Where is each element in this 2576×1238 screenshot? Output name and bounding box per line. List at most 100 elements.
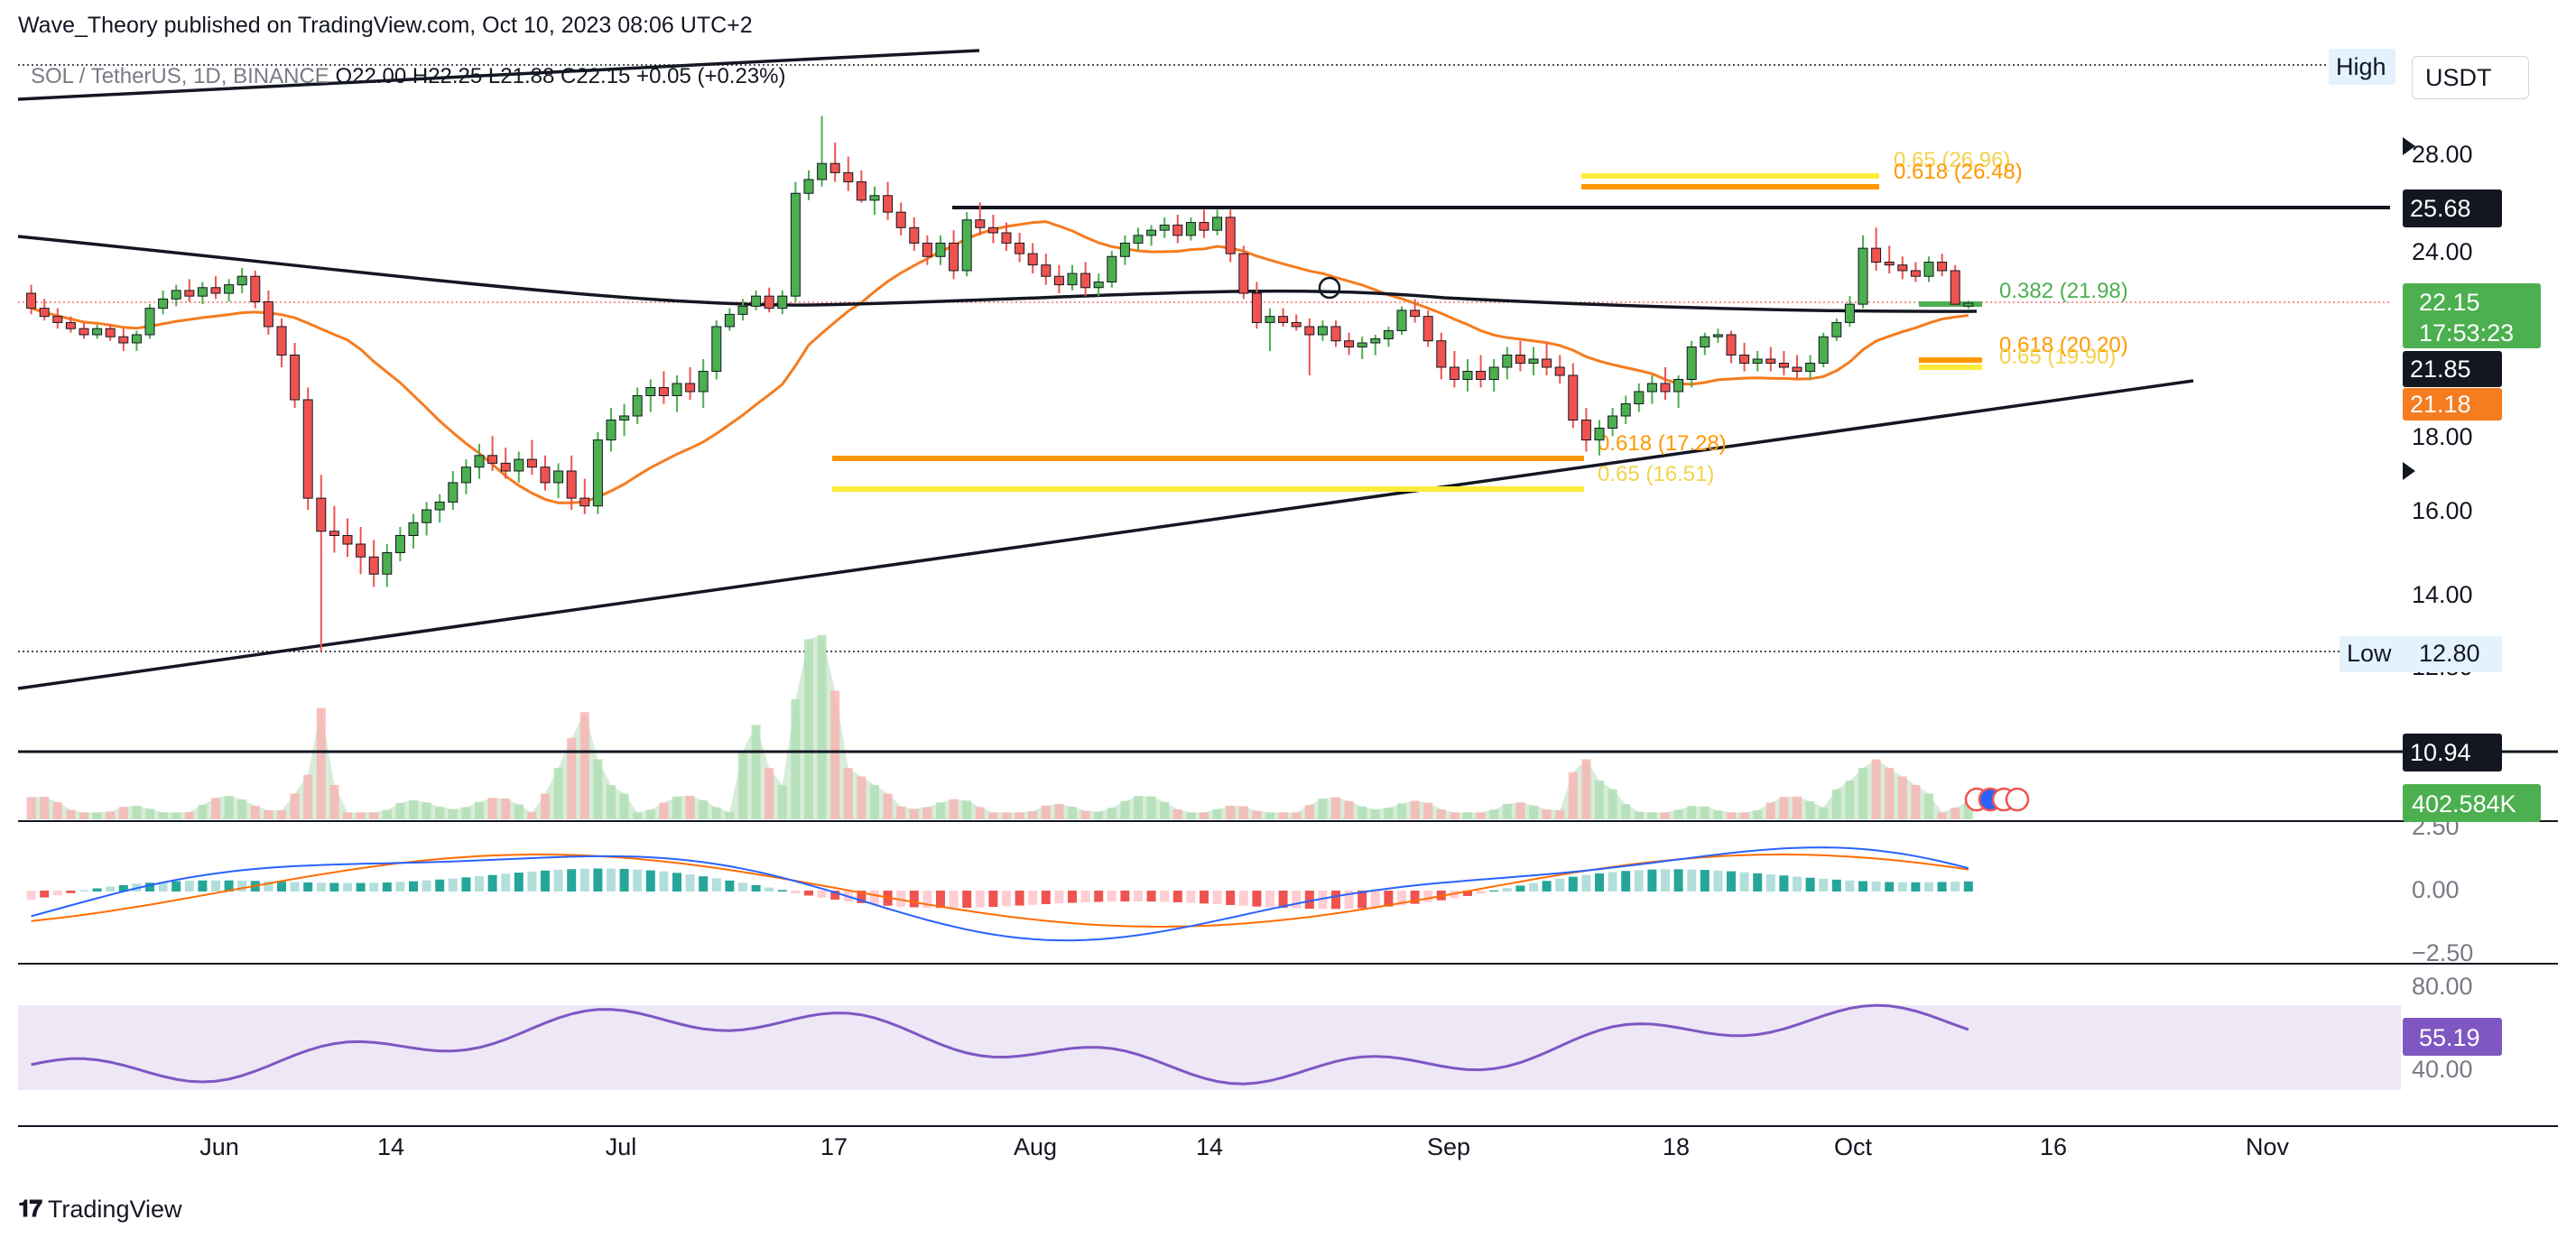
last-price-badge: 22.15	[2419, 289, 2480, 316]
volume-bar	[224, 796, 234, 819]
candle	[276, 318, 287, 367]
volume-bar	[145, 808, 154, 819]
volume-bar	[1793, 796, 1802, 819]
countdown-badge: 17:53:23	[2419, 319, 2514, 346]
candle	[1554, 355, 1565, 383]
candle-body	[632, 395, 643, 417]
macd-histogram-bar	[1687, 869, 1697, 892]
candle-body	[724, 313, 735, 328]
currency-button[interactable]: USDT	[2412, 56, 2529, 99]
candle	[672, 375, 682, 412]
candle	[1700, 332, 1710, 356]
volume-bar	[1357, 806, 1367, 819]
candle-body	[1291, 321, 1302, 328]
volume-bar	[1765, 802, 1775, 819]
candle	[949, 230, 959, 280]
candle-body	[869, 195, 880, 201]
candle	[1001, 222, 1012, 251]
candle	[92, 324, 103, 339]
volume-bar	[1858, 768, 1867, 819]
macd-histogram-bar	[1621, 871, 1631, 892]
candle-body	[448, 482, 459, 503]
macd-histogram-bar	[541, 870, 550, 892]
candle	[895, 202, 906, 236]
macd-histogram-bar	[106, 886, 116, 892]
candle-body	[144, 308, 155, 336]
volume-bar	[1753, 810, 1763, 819]
candle-body	[566, 470, 577, 499]
volume-bar	[949, 799, 959, 819]
volume-bar	[487, 798, 497, 819]
volume-bar	[66, 809, 76, 819]
x-axis-tick-Aug: Aug	[1014, 1133, 1057, 1160]
candle-body	[1172, 224, 1183, 236]
macd-histogram-bar	[1252, 891, 1262, 907]
macd-histogram-bar	[633, 869, 643, 892]
candle-body	[922, 242, 932, 257]
candle	[394, 527, 405, 561]
macd-histogram-bar	[514, 873, 524, 892]
volume-bar	[1265, 812, 1274, 819]
rsi-band	[18, 1005, 2401, 1090]
fib-label: 0.65 (16.51)	[1598, 462, 1714, 486]
candle	[158, 290, 169, 315]
candle	[1436, 332, 1447, 380]
volume-bar	[1911, 785, 1921, 819]
candle-body	[698, 371, 709, 393]
ma-orange-badge: 21.18	[2410, 391, 2471, 418]
volume-bar	[237, 799, 247, 819]
volume-bar	[1489, 809, 1499, 819]
volume-bar	[1370, 809, 1380, 819]
macd-histogram-bar	[26, 891, 36, 901]
macd-histogram-bar	[791, 891, 801, 893]
candle	[1608, 408, 1618, 437]
candle-body	[1251, 292, 1262, 323]
macd-histogram-bar	[40, 891, 50, 898]
candle-body	[1620, 403, 1631, 417]
macd-histogram-bar	[395, 882, 405, 892]
candle-body	[171, 290, 181, 300]
macd-histogram-bar	[1134, 891, 1143, 901]
macd-histogram-bar	[1002, 891, 1011, 907]
candle-body	[685, 383, 696, 393]
candle	[1726, 330, 1737, 364]
ma-black-badge-bg	[2403, 351, 2502, 387]
macd-histogram-bar	[1028, 891, 1038, 905]
candle-body	[1528, 358, 1539, 364]
footer: 𝟏𝟕 TradingView	[18, 1195, 182, 1224]
candle	[1818, 332, 1829, 367]
candle	[592, 432, 603, 514]
volume-bar	[685, 795, 695, 819]
volume-bar	[870, 785, 879, 819]
candle	[250, 270, 261, 309]
candle	[329, 505, 339, 553]
volume-bar	[409, 799, 418, 819]
candle	[685, 367, 696, 400]
candle-body	[1673, 379, 1684, 393]
candle	[1225, 209, 1236, 263]
rsi-badge-bg	[2403, 1018, 2502, 1056]
candle	[514, 451, 524, 483]
volume-bar	[1687, 806, 1697, 819]
macd-histogram-bar	[1068, 891, 1077, 903]
scroll-arrow-icon	[2403, 462, 2415, 480]
candle-body	[1805, 363, 1816, 372]
candle	[131, 330, 142, 351]
candle-body	[394, 535, 405, 553]
low-value-bg	[2412, 636, 2502, 672]
candle	[1146, 225, 1157, 246]
macd-histogram-bar	[1937, 882, 1947, 892]
candle	[1278, 308, 1289, 327]
volume-bar	[1212, 808, 1222, 819]
macd-histogram-bar	[329, 882, 339, 892]
candle-body	[1330, 326, 1341, 342]
volume-bar	[553, 768, 563, 819]
macd-histogram-bar	[922, 891, 932, 908]
macd-histogram-bar	[685, 874, 695, 892]
candle	[434, 494, 445, 523]
candle-body	[1212, 217, 1223, 231]
volume-bar	[1028, 810, 1038, 819]
candle	[1159, 217, 1170, 238]
candle-body	[606, 420, 616, 441]
volume-bar	[607, 785, 616, 819]
